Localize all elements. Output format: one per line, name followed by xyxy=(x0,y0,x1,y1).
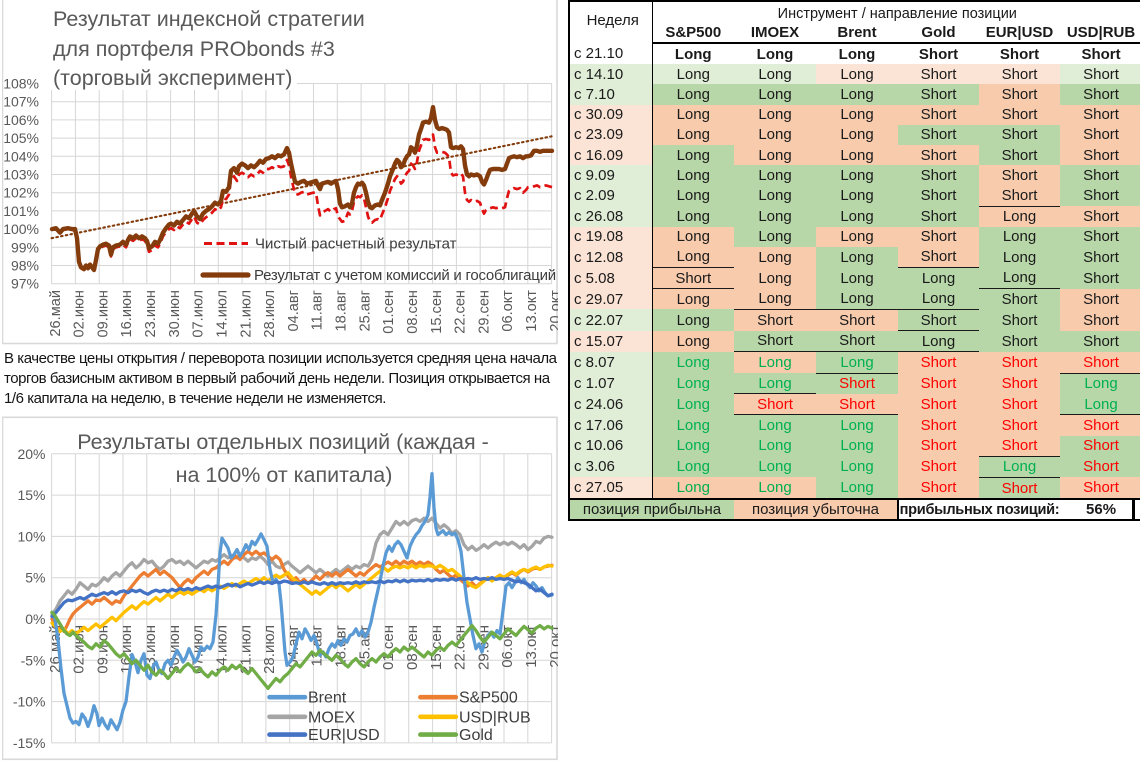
svg-text:0%: 0% xyxy=(25,611,45,627)
svg-text:02.июн: 02.июн xyxy=(72,290,88,337)
svg-text:100%: 100% xyxy=(3,221,39,237)
svg-text:(торговый эксперимент): (торговый эксперимент) xyxy=(53,66,292,90)
svg-text:106%: 106% xyxy=(3,112,39,128)
svg-text:Gold: Gold xyxy=(459,727,493,744)
svg-text:09.июн: 09.июн xyxy=(95,290,111,337)
svg-text:14.июл: 14.июл xyxy=(215,290,231,338)
svg-text:15.сен: 15.сен xyxy=(428,625,445,670)
svg-text:-5%: -5% xyxy=(21,652,46,668)
svg-text:102%: 102% xyxy=(3,185,39,201)
svg-text:15.сен: 15.сен xyxy=(429,290,445,334)
svg-text:-10%: -10% xyxy=(13,694,46,710)
svg-text:108%: 108% xyxy=(3,76,39,92)
svg-text:02.июн: 02.июн xyxy=(71,625,88,674)
svg-text:11.авг: 11.авг xyxy=(310,290,326,330)
svg-text:25.авг: 25.авг xyxy=(357,290,373,331)
svg-text:104%: 104% xyxy=(3,148,39,164)
svg-text:01.сен: 01.сен xyxy=(380,625,397,670)
svg-text:на 100% от капитала): на 100% от капитала) xyxy=(176,463,393,487)
svg-text:99%: 99% xyxy=(11,239,39,255)
svg-text:16.июн: 16.июн xyxy=(119,290,135,337)
svg-text:98%: 98% xyxy=(11,258,39,274)
svg-text:105%: 105% xyxy=(3,130,39,146)
svg-text:Brent: Brent xyxy=(308,690,347,707)
svg-text:Результат индексной стратегии: Результат индексной стратегии xyxy=(53,7,365,31)
svg-text:14.июл: 14.июл xyxy=(214,625,231,674)
svg-text:5%: 5% xyxy=(25,570,45,586)
svg-text:10%: 10% xyxy=(17,528,45,544)
svg-text:Результаты отдельных позиций (: Результаты отдельных позиций (каждая - xyxy=(77,430,489,454)
svg-text:101%: 101% xyxy=(3,203,39,219)
svg-text:23.июн: 23.июн xyxy=(143,290,159,337)
svg-text:01.сен: 01.сен xyxy=(381,290,397,334)
svg-text:13.окт: 13.окт xyxy=(523,625,540,668)
svg-text:30.июн: 30.июн xyxy=(166,625,183,674)
svg-text:USD|RUB: USD|RUB xyxy=(459,709,531,726)
svg-text:13.окт: 13.окт xyxy=(524,290,540,332)
svg-text:-15%: -15% xyxy=(13,735,46,751)
svg-text:Результат с учетом комиссий и: Результат с учетом комиссий и гособлигац… xyxy=(254,267,556,284)
svg-text:04.авг: 04.авг xyxy=(286,290,302,331)
svg-text:22.сен: 22.сен xyxy=(453,290,469,334)
svg-text:18.авг: 18.авг xyxy=(334,290,350,331)
svg-text:Чистый расчетный результат: Чистый расчетный результат xyxy=(255,236,457,253)
svg-text:S&P500: S&P500 xyxy=(459,690,518,707)
svg-text:28.июл: 28.июл xyxy=(262,290,278,338)
svg-text:29.сен: 29.сен xyxy=(476,290,492,334)
svg-text:26.май: 26.май xyxy=(48,290,64,337)
svg-text:103%: 103% xyxy=(3,167,39,183)
svg-text:16.июн: 16.июн xyxy=(118,625,135,674)
svg-text:30.июн: 30.июн xyxy=(167,290,183,337)
svg-text:EUR|USD: EUR|USD xyxy=(308,727,380,744)
svg-text:06.окт: 06.окт xyxy=(500,290,516,332)
svg-text:21.июл: 21.июл xyxy=(237,625,254,674)
svg-text:97%: 97% xyxy=(11,276,39,292)
svg-text:15%: 15% xyxy=(17,487,45,503)
svg-text:09.июн: 09.июн xyxy=(94,625,111,674)
svg-text:20%: 20% xyxy=(17,446,45,462)
svg-text:20.окт: 20.окт xyxy=(548,290,558,332)
svg-text:08.сен: 08.сен xyxy=(405,290,421,334)
svg-text:20.окт: 20.окт xyxy=(547,625,558,668)
svg-text:07.июл: 07.июл xyxy=(191,290,207,338)
svg-text:21.июл: 21.июл xyxy=(238,290,254,338)
svg-text:107%: 107% xyxy=(3,94,39,110)
svg-text:MOEX: MOEX xyxy=(308,709,355,726)
svg-text:для портфеля PRObonds #3: для портфеля PRObonds #3 xyxy=(53,37,335,61)
svg-text:28.июл: 28.июл xyxy=(261,625,278,674)
